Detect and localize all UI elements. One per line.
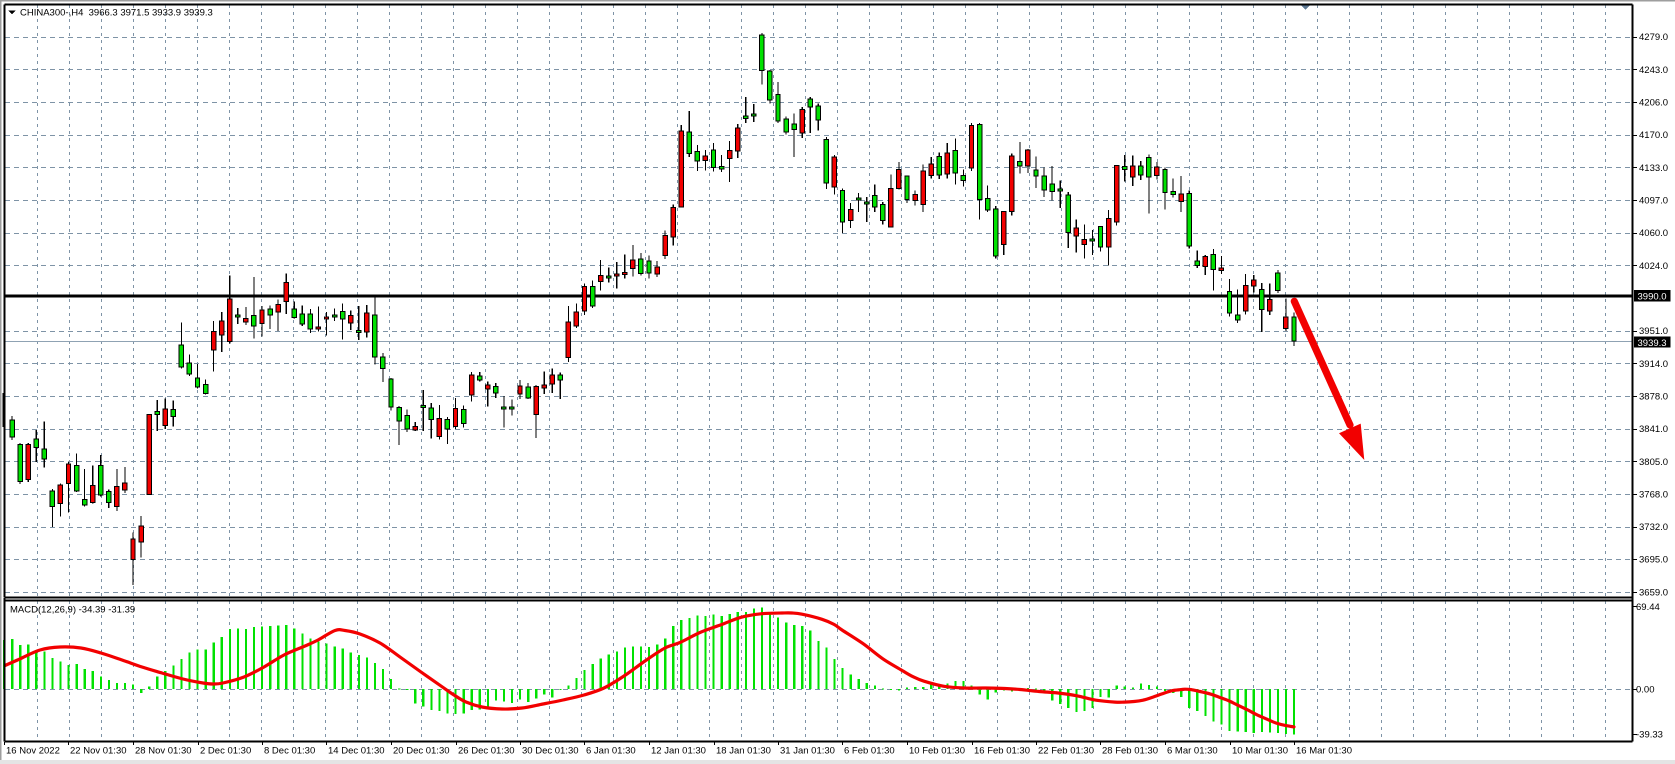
- svg-text:16 Mar 01:30: 16 Mar 01:30: [1296, 746, 1352, 757]
- svg-text:3695.0: 3695.0: [1639, 555, 1668, 566]
- svg-text:14 Dec 01:30: 14 Dec 01:30: [328, 746, 385, 757]
- svg-text:3768.0: 3768.0: [1639, 489, 1668, 500]
- svg-text:8 Dec 01:30: 8 Dec 01:30: [264, 746, 315, 757]
- svg-text:0.00: 0.00: [1636, 685, 1655, 696]
- svg-text:22 Nov 01:30: 22 Nov 01:30: [70, 746, 127, 757]
- svg-text:4243.0: 4243.0: [1639, 65, 1668, 76]
- svg-text:3805.0: 3805.0: [1639, 457, 1668, 468]
- svg-text:4206.0: 4206.0: [1639, 97, 1668, 108]
- svg-text:69.44: 69.44: [1636, 602, 1660, 613]
- svg-text:22 Feb 01:30: 22 Feb 01:30: [1038, 746, 1094, 757]
- svg-text:30 Dec 01:30: 30 Dec 01:30: [522, 746, 579, 757]
- svg-text:4097.0: 4097.0: [1639, 195, 1668, 206]
- svg-text:3878.0: 3878.0: [1639, 391, 1668, 402]
- svg-text:3659.0: 3659.0: [1639, 587, 1668, 598]
- svg-text:20 Dec 01:30: 20 Dec 01:30: [393, 746, 450, 757]
- svg-text:26 Dec 01:30: 26 Dec 01:30: [458, 746, 515, 757]
- svg-text:6 Feb 01:30: 6 Feb 01:30: [844, 746, 895, 757]
- svg-text:3990.0: 3990.0: [1638, 292, 1667, 303]
- svg-text:28 Nov 01:30: 28 Nov 01:30: [135, 746, 192, 757]
- svg-text:-39.33: -39.33: [1636, 730, 1663, 741]
- svg-text:4170.0: 4170.0: [1639, 130, 1668, 141]
- svg-text:10 Feb 01:30: 10 Feb 01:30: [909, 746, 965, 757]
- svg-text:MACD(12,26,9) -34.39 -31.39: MACD(12,26,9) -34.39 -31.39: [10, 605, 135, 616]
- svg-text:10 Mar 01:30: 10 Mar 01:30: [1232, 746, 1288, 757]
- svg-text:12 Jan 01:30: 12 Jan 01:30: [651, 746, 706, 757]
- svg-text:4024.0: 4024.0: [1639, 261, 1668, 272]
- svg-text:6 Jan 01:30: 6 Jan 01:30: [586, 746, 636, 757]
- svg-text:3939.3: 3939.3: [1638, 338, 1667, 349]
- svg-text:4279.0: 4279.0: [1639, 32, 1668, 43]
- svg-text:CHINA300-,H4 3966.3 3971.5 39: CHINA300-,H4 3966.3 3971.5 3933.9 3939.3: [20, 8, 213, 19]
- svg-text:2 Dec 01:30: 2 Dec 01:30: [200, 746, 251, 757]
- svg-text:3951.0: 3951.0: [1639, 326, 1668, 337]
- svg-text:3732.0: 3732.0: [1639, 522, 1668, 533]
- svg-text:6 Mar 01:30: 6 Mar 01:30: [1167, 746, 1218, 757]
- svg-text:16 Feb 01:30: 16 Feb 01:30: [974, 746, 1030, 757]
- svg-text:28 Feb 01:30: 28 Feb 01:30: [1102, 746, 1158, 757]
- svg-text:4060.0: 4060.0: [1639, 228, 1668, 239]
- svg-text:18 Jan 01:30: 18 Jan 01:30: [716, 746, 771, 757]
- svg-text:3914.0: 3914.0: [1639, 359, 1668, 370]
- svg-text:4133.0: 4133.0: [1639, 163, 1668, 174]
- svg-text:3841.0: 3841.0: [1639, 424, 1668, 435]
- svg-text:16 Nov 2022: 16 Nov 2022: [6, 746, 60, 757]
- svg-text:31 Jan 01:30: 31 Jan 01:30: [780, 746, 835, 757]
